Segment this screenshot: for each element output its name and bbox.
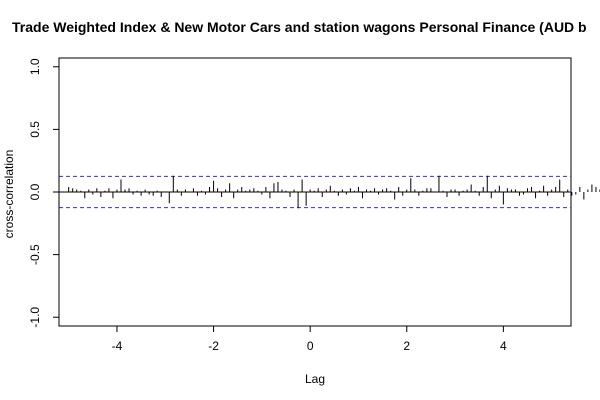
chart-marks <box>59 175 600 209</box>
x-tick-label: 0 <box>307 339 314 353</box>
x-tick-label: 4 <box>500 339 507 353</box>
x-tick-label: -4 <box>112 339 123 353</box>
y-tick-label: 1.0 <box>28 58 42 75</box>
y-tick-label: -1.0 <box>28 307 42 328</box>
y-tick-label: 0.5 <box>28 121 42 138</box>
x-tick-label: 2 <box>403 339 410 353</box>
y-tick-label: -0.5 <box>28 244 42 265</box>
chart-axes: -4 -2 0 2 4 -1.0 -0.5 0.0 0.5 1.0 <box>28 58 507 353</box>
x-tick-label: -2 <box>208 339 219 353</box>
y-axis-label: cross-correlation <box>2 150 16 239</box>
chart-title: Trade Weighted Index & New Motor Cars an… <box>12 19 587 35</box>
x-axis-label: Lag <box>305 372 325 386</box>
y-tick-label: 0.0 <box>28 183 42 200</box>
